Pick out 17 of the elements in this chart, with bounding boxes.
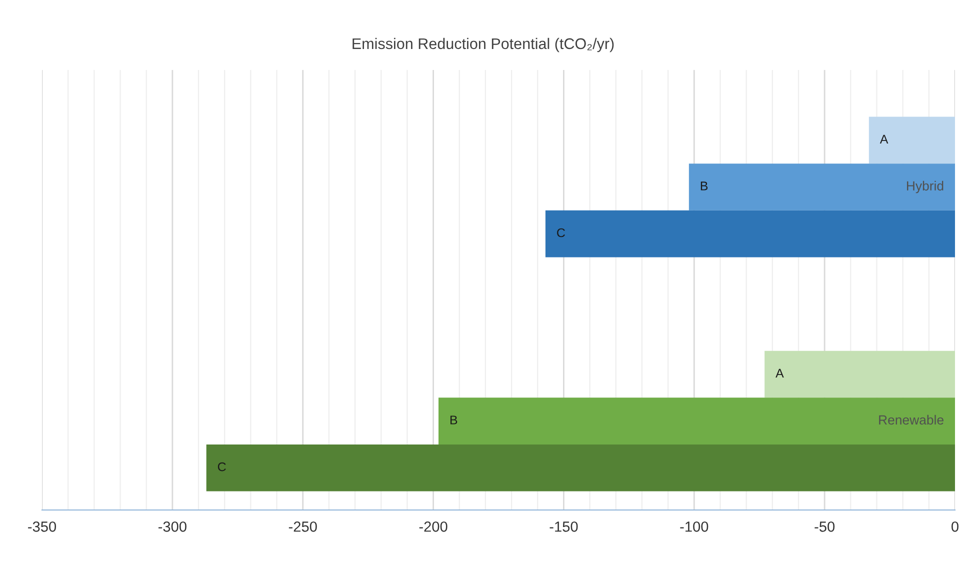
x-tick-label: -350 <box>28 521 56 532</box>
series-label: A <box>776 368 784 378</box>
x-tick-label: -250 <box>288 521 317 532</box>
y-tick-label: Hybrid <box>907 180 944 194</box>
x-tick-label: -200 <box>419 521 448 532</box>
x-tick-label: -50 <box>814 521 835 532</box>
x-tick-label: 0 <box>952 521 958 532</box>
chart-title: Emission Reduction Potential (tCO₂/yr) <box>352 38 614 52</box>
text: C <box>218 462 226 472</box>
x-tick-label: -100 <box>680 521 708 532</box>
series-label: B <box>700 182 708 190</box>
text: B <box>450 416 458 424</box>
x-tick-label: -150 <box>550 521 578 532</box>
x-tick-label: -300 <box>158 521 186 532</box>
text: A <box>880 134 888 144</box>
y-tick-label: Renewable <box>879 414 944 425</box>
series-label: C <box>557 228 565 238</box>
